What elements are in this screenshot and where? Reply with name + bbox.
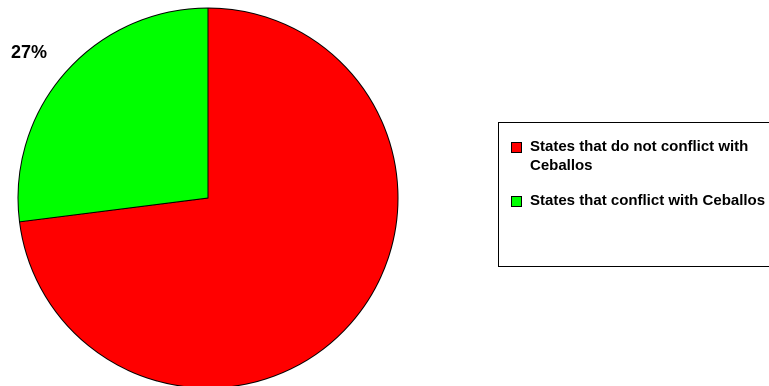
legend-label-conflict: States that conflict with Ceballos (530, 192, 766, 209)
legend-swatch-red (511, 142, 522, 153)
legend-label-no-conflict: States that do not conflict with Ceballo… (530, 138, 749, 174)
data-label-conflict: 27% (11, 42, 48, 62)
legend-swatch-green (511, 196, 522, 207)
pie-slice-conflict (17, 7, 209, 223)
legend: States that do not conflict with Ceballo… (498, 122, 769, 267)
pie-slice-no-conflict (18, 7, 399, 386)
